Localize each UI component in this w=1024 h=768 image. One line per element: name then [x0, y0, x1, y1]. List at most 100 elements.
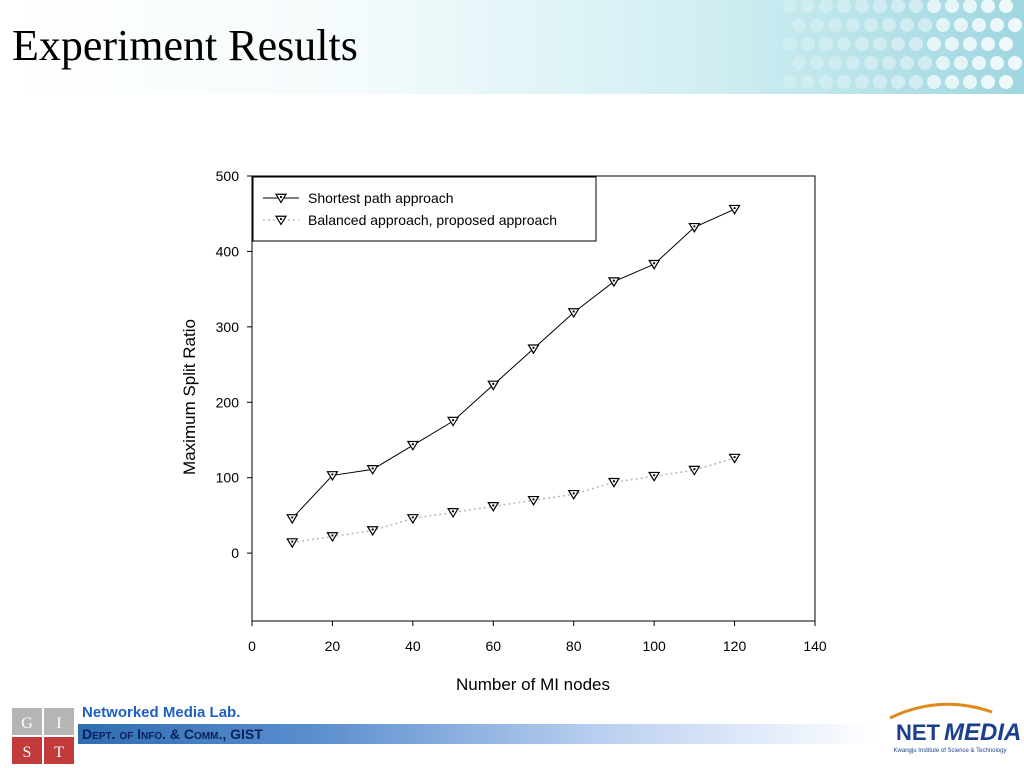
- lab-department: Dept. of Info. & Comm., GIST: [82, 726, 263, 742]
- series-2-point-center: [291, 540, 294, 543]
- x-tick-label: 140: [803, 638, 827, 654]
- header-dot: [891, 75, 905, 89]
- header-dot: [963, 37, 977, 51]
- lab-name-dot: .: [236, 704, 241, 721]
- series-1-point: [648, 259, 661, 270]
- header-dot: [945, 75, 959, 89]
- header-dot: [792, 56, 806, 70]
- legend-marker-1-center: [279, 195, 283, 199]
- x-tick-label: 100: [642, 638, 666, 654]
- y-tick-label: 100: [216, 470, 240, 486]
- header-dot: [954, 56, 968, 70]
- series-1-point-center: [733, 207, 736, 210]
- header-dot: [999, 0, 1013, 13]
- header-dot: [900, 18, 914, 32]
- legend-label-2: Balanced approach, proposed approach: [308, 212, 557, 228]
- header-dot: [936, 18, 950, 32]
- series-1-point-center: [291, 516, 294, 519]
- header-dot: [963, 0, 977, 13]
- header-dot: [1008, 56, 1022, 70]
- header-dot: [783, 75, 797, 89]
- series-2-point: [487, 502, 500, 513]
- gist-letter-g: G: [21, 715, 33, 732]
- series-2-point: [527, 495, 540, 506]
- series-2-point-center: [733, 455, 736, 459]
- x-tick-label: 60: [485, 638, 501, 654]
- netmedia-word-media: MEDIA: [944, 719, 1020, 746]
- header-dot: [873, 0, 887, 13]
- series-1-point: [688, 222, 701, 233]
- lab-name-text: Networked Media Lab: [82, 704, 237, 721]
- series-2-point: [366, 526, 379, 537]
- header-dot: [945, 0, 959, 13]
- series-1-point: [728, 204, 741, 215]
- header-dot: [846, 56, 860, 70]
- header-dot: [855, 37, 869, 51]
- legend-box: [252, 176, 597, 242]
- header-dot: [990, 56, 1004, 70]
- header-dot: [981, 37, 995, 51]
- header-dot: [801, 75, 815, 89]
- header-dot: [954, 18, 968, 32]
- series-1-point: [366, 465, 379, 476]
- header-dot: [810, 56, 824, 70]
- gist-letter-t: T: [54, 744, 64, 761]
- netmedia-logo: NET MEDIA Kwangju Institute of Science &…: [889, 702, 1020, 754]
- header-dot: [918, 56, 932, 70]
- header-dot: [837, 37, 851, 51]
- header-dot: [882, 56, 896, 70]
- series-2-point-center: [693, 468, 696, 471]
- header-dot: [882, 18, 896, 32]
- header-dot: [936, 56, 950, 70]
- header-dot: [837, 0, 851, 13]
- y-tick-label: 300: [216, 319, 240, 335]
- netmedia-tagline: Kwangju Institute of Science & Technolog…: [894, 748, 1007, 754]
- series-1-point: [487, 380, 500, 391]
- legend-marker-1: [274, 193, 288, 204]
- header-dot: [873, 37, 887, 51]
- header-dot: [864, 18, 878, 32]
- series-2-point: [728, 453, 741, 464]
- footer-bar: [78, 724, 878, 744]
- series-1-point-center: [451, 419, 455, 422]
- netmedia-word-net: NET: [896, 720, 941, 745]
- chart-series: [286, 204, 741, 549]
- header-dot: [873, 75, 887, 89]
- header-dot: [981, 0, 995, 13]
- legend-label-1: Shortest path approach: [308, 190, 454, 206]
- header-dot: [855, 0, 869, 13]
- header-dot: [828, 18, 842, 32]
- series-line-2: [292, 457, 735, 544]
- series-2-point: [406, 514, 419, 525]
- header-dot: [846, 18, 860, 32]
- x-tick-label: 40: [405, 638, 421, 654]
- header-dot: [801, 37, 815, 51]
- header-dot: [783, 37, 797, 51]
- x-tick-label: 20: [325, 638, 341, 654]
- series-1-point-center: [411, 443, 414, 446]
- header-dot: [837, 75, 851, 89]
- series-1-point-center: [612, 279, 616, 282]
- header-dot: [927, 37, 941, 51]
- series-1-point-center: [653, 262, 656, 265]
- series-2-point: [326, 532, 339, 543]
- header-dot: [972, 56, 986, 70]
- series-2-point: [648, 471, 661, 482]
- header-dot: [810, 18, 824, 32]
- series-2-point-center: [451, 510, 455, 513]
- gist-logo: G I S T: [12, 708, 74, 764]
- legend-marker-2: [274, 215, 288, 226]
- header-dot-pattern: [783, 0, 1022, 89]
- lab-name: Networked Media Lab.: [82, 704, 240, 721]
- header-dot: [918, 18, 932, 32]
- header-dot: [819, 75, 833, 89]
- series-1-point: [447, 416, 460, 427]
- series-1-point-center: [572, 310, 575, 313]
- series-1-point: [406, 440, 419, 451]
- y-tick-label: 500: [216, 168, 240, 184]
- series-2-point: [286, 538, 299, 549]
- series-2-point-center: [371, 528, 374, 531]
- series-1-point-center: [532, 346, 535, 349]
- series-2-point-center: [492, 504, 495, 507]
- series-line-1: [291, 208, 735, 519]
